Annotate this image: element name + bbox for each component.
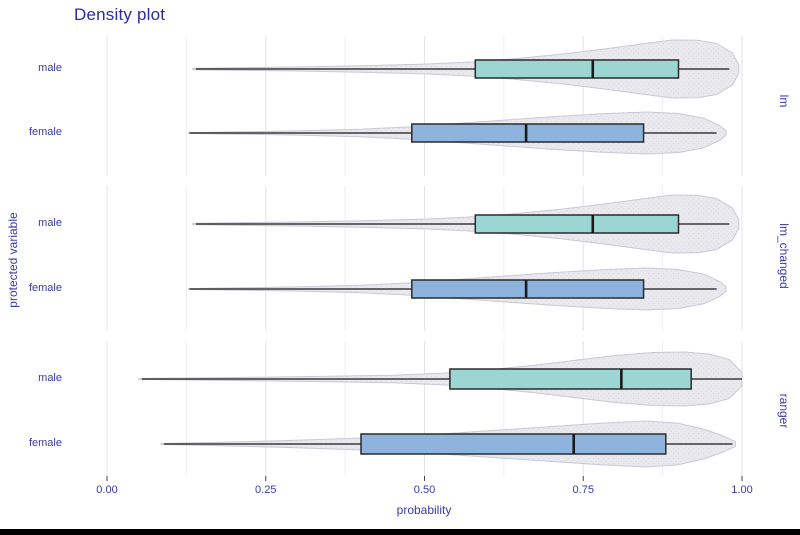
y-tick-label-male: male — [38, 62, 62, 74]
y-tick-label-female: female — [28, 126, 62, 138]
x-tick-label-1.00: 1.00 — [731, 484, 753, 496]
chart-title: Density plot — [74, 5, 166, 24]
y-tick-label-male: male — [38, 217, 62, 229]
box-lm-male — [474, 59, 680, 79]
x-tick-label-0.50: 0.50 — [413, 484, 436, 496]
x-axis-label: probability — [396, 503, 452, 517]
y-tick-label-female: female — [28, 282, 62, 294]
window-bottom-edge — [0, 529, 800, 535]
facet-strip-lm_changed: lm_changed — [777, 223, 791, 289]
x-tick-label-0.00: 0.00 — [96, 484, 118, 496]
box-ranger-female — [360, 433, 667, 455]
y-tick-label-female: female — [28, 437, 62, 449]
box-lm_changed-female — [411, 279, 645, 299]
box-lm_changed-male — [474, 214, 680, 234]
facet-strip-lm: lm — [777, 94, 791, 108]
box-ranger-male — [449, 368, 692, 390]
box-lm-female — [411, 123, 645, 143]
x-tick-label-0.75: 0.75 — [572, 484, 594, 496]
y-tick-label-male: male — [38, 372, 62, 384]
facet-strip-ranger: ranger — [777, 393, 791, 429]
x-tick-label-0.25: 0.25 — [255, 484, 277, 496]
